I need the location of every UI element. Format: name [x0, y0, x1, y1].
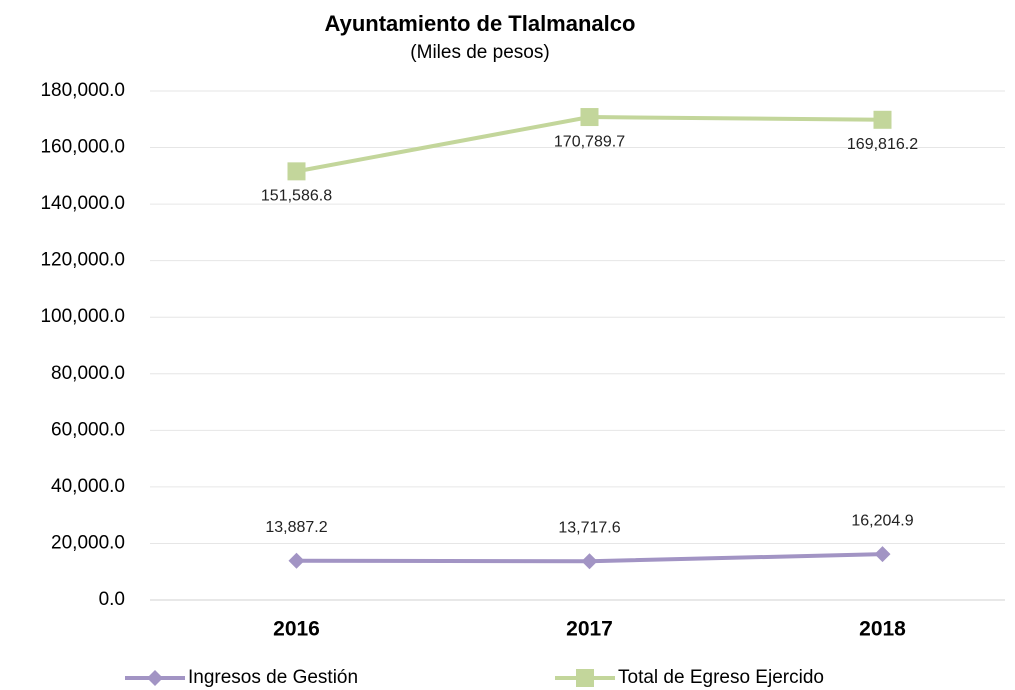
- y-tick-label: 20,000.0: [51, 532, 125, 553]
- x-tick-label: 2017: [566, 618, 613, 641]
- y-tick-label: 140,000.0: [40, 193, 125, 214]
- legend-label: Ingresos de Gestión: [188, 667, 358, 688]
- data-label: 16,204.9: [851, 512, 913, 529]
- y-tick-label: 60,000.0: [51, 419, 125, 440]
- legend-marker: [576, 669, 594, 687]
- y-tick-label: 80,000.0: [51, 363, 125, 384]
- data-point: [288, 552, 305, 569]
- x-tick-label: 2018: [859, 618, 906, 641]
- data-point: [581, 553, 598, 570]
- data-label: 13,887.2: [265, 519, 327, 536]
- data-label: 170,789.7: [554, 133, 625, 150]
- y-tick-label: 160,000.0: [40, 137, 125, 158]
- chart-title: Ayuntamiento de Tlalmanalco: [325, 11, 636, 36]
- y-tick-label: 120,000.0: [40, 250, 125, 271]
- data-point: [287, 162, 306, 181]
- legend-label: Total de Egreso Ejercido: [618, 667, 824, 688]
- y-tick-label: 100,000.0: [40, 306, 125, 327]
- data-point: [580, 108, 599, 127]
- data-label: 151,586.8: [261, 188, 332, 205]
- y-tick-label: 0.0: [99, 589, 125, 610]
- chart-subtitle: (Miles de pesos): [410, 42, 549, 63]
- data-point: [873, 110, 892, 129]
- data-label: 169,816.2: [847, 136, 918, 153]
- legend-marker: [147, 670, 163, 686]
- y-tick-label: 40,000.0: [51, 476, 125, 497]
- data-label: 13,717.6: [558, 519, 620, 536]
- x-tick-label: 2016: [273, 618, 320, 641]
- y-tick-label: 180,000.0: [40, 80, 125, 101]
- data-point: [874, 546, 891, 563]
